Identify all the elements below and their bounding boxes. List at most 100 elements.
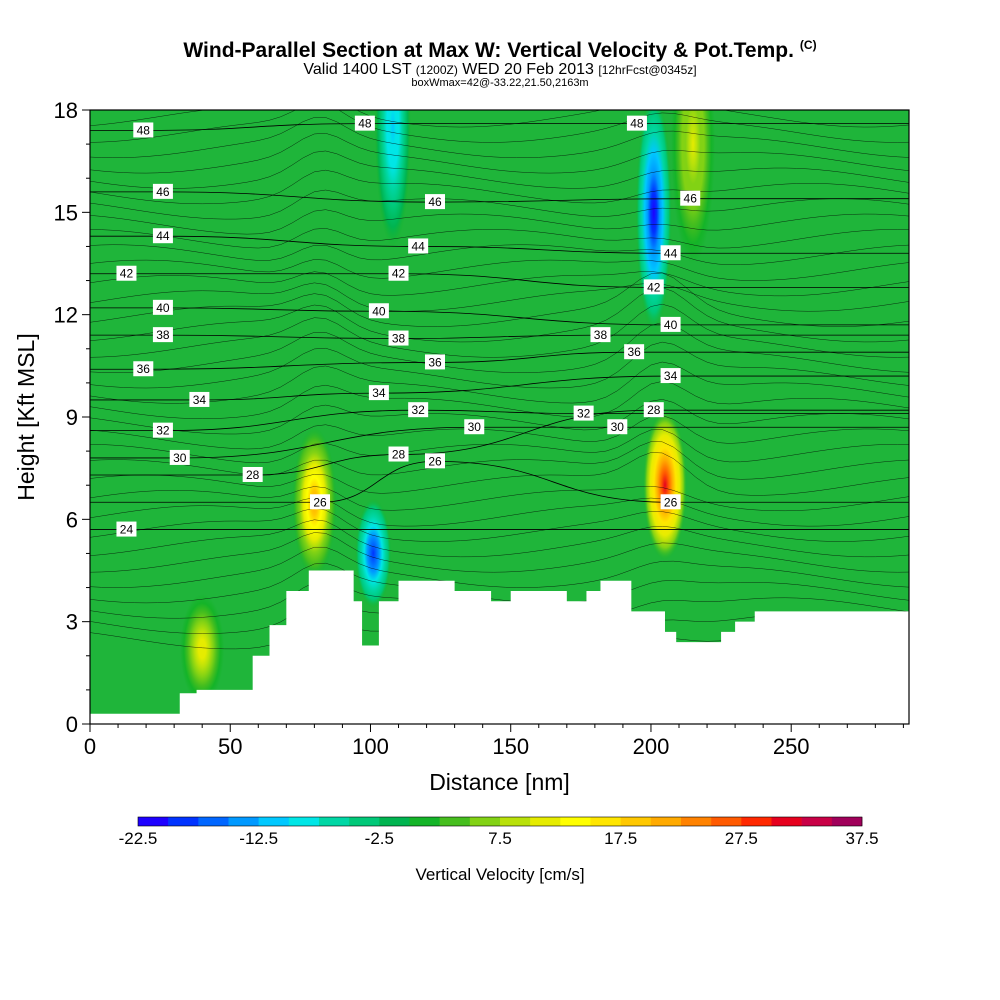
- isentrope-label: 48: [626, 115, 647, 131]
- isentrope-label: 44: [152, 228, 173, 244]
- forecast-info: [12hrFcst@0345z]: [598, 63, 697, 77]
- isentrope-label: 38: [388, 330, 409, 346]
- isentrope-label-text: 30: [468, 420, 482, 434]
- isentrope-label-box: [133, 122, 154, 138]
- isentrope-label-text: 32: [577, 407, 591, 421]
- isentrope-label: 30: [464, 419, 485, 435]
- isentrope-label: 48: [133, 122, 154, 138]
- downdraft-cell: [355, 498, 392, 609]
- colorbar-bin: [681, 817, 712, 826]
- isentrope-line: [90, 497, 909, 527]
- isentrope-label-text: 30: [173, 451, 187, 465]
- isentrope-label-text: 28: [647, 403, 661, 417]
- isentrope-line: [90, 429, 909, 464]
- isentrope-label: 36: [424, 354, 445, 370]
- isentrope-label-text: 26: [313, 495, 327, 509]
- isentrope-label: 32: [573, 405, 594, 421]
- isentrope-label-box: [189, 391, 210, 407]
- y-tick-label: 12: [54, 303, 78, 328]
- isentrope-label-text: 34: [664, 369, 678, 383]
- isentrope-label-text: 40: [372, 304, 386, 318]
- isentrope-label-box: [354, 115, 375, 131]
- isentrope-label-box: [464, 419, 485, 435]
- colorbar-bin: [711, 817, 742, 826]
- colorbar-bin: [439, 817, 471, 826]
- isentrope-line: [90, 399, 909, 435]
- isentrope-label-text: 48: [630, 117, 644, 131]
- isentrope-label: 36: [133, 361, 154, 377]
- isentrope-label-box: [116, 265, 137, 281]
- isentrope-label-box: [660, 245, 681, 261]
- colorbar-tick-label: -12.5: [239, 829, 278, 848]
- isentrope-line: [90, 117, 909, 159]
- colorbar-bin: [409, 817, 440, 826]
- isentrope-label-text: 38: [156, 328, 170, 342]
- isentrope-label-text: 26: [428, 454, 442, 468]
- y-tick-label: 9: [66, 405, 78, 430]
- isentrope-label-box: [424, 194, 445, 210]
- isentrope-label-box: [388, 265, 409, 281]
- y-axis-label: Height [Kft MSL]: [13, 333, 39, 500]
- isentrope-label: 26: [424, 453, 445, 469]
- colorbar-bin: [741, 817, 772, 826]
- colorbar-bin: [500, 817, 531, 826]
- isentrope-label-text: 38: [594, 328, 608, 342]
- y-tick-label: 18: [54, 98, 78, 123]
- updraft-cell: [180, 593, 225, 704]
- isentrope-label: 42: [643, 279, 664, 295]
- isentrope-label-box: [590, 327, 611, 343]
- y-tick-label: 0: [66, 712, 78, 737]
- isentrope-label: 30: [607, 419, 628, 435]
- isentrope-label-text: 48: [137, 123, 151, 137]
- y-tick-label: 15: [54, 200, 78, 225]
- isentrope-label: 38: [152, 327, 173, 343]
- isentrope-label-box: [626, 115, 647, 131]
- isentrope-label-box: [607, 419, 628, 435]
- isentrope-line: [90, 415, 909, 450]
- isentrope-34: [90, 375, 909, 401]
- colorbar-bin: [801, 817, 833, 826]
- isentrope-line: [90, 272, 909, 327]
- x-tick-label: 150: [492, 734, 529, 759]
- valid-date: WED 20 Feb 2013: [462, 61, 594, 78]
- isentrope-label-box: [643, 279, 664, 295]
- x-tick-label: 50: [218, 734, 242, 759]
- isentrope-label-box: [152, 299, 173, 315]
- isentrope-label-box: [408, 238, 429, 254]
- valid-prefix: Valid 1400 LST: [303, 61, 412, 78]
- colorbar-bin: [831, 817, 863, 826]
- isentrope-label-text: 24: [120, 523, 134, 537]
- isentrope-line: [90, 189, 909, 220]
- isentrope-label: 36: [624, 344, 645, 360]
- downdraft-cell: [374, 110, 411, 248]
- isentrope-label-box: [152, 228, 173, 244]
- isentrope-label: 46: [680, 190, 701, 206]
- isentrope-line: [90, 132, 909, 174]
- colorbar-bin: [138, 817, 169, 826]
- chart-subtitle: Valid 1400 LST (1200Z) WED 20 Feb 2013 […: [0, 61, 1000, 79]
- isentrope-label-box: [242, 466, 263, 482]
- isentrope-label-text: 36: [428, 355, 442, 369]
- isentrope-line: [90, 169, 909, 205]
- colorbar-bin: [319, 817, 350, 826]
- isentrope-label-box: [368, 385, 389, 401]
- isentrope-label-text: 38: [392, 332, 406, 346]
- x-axis-label: Distance [nm]: [429, 769, 570, 795]
- isentrope-label: 42: [388, 265, 409, 281]
- isentrope-label-box: [169, 449, 190, 465]
- colorbar-tick-label: -2.5: [365, 829, 394, 848]
- isentrope-label-box: [309, 494, 330, 510]
- chart-title-text: Wind-Parallel Section at Max W: Vertical…: [183, 39, 794, 62]
- colorbar-bin: [379, 817, 410, 826]
- isentrope-line: [90, 244, 909, 265]
- isentrope-label-text: 26: [664, 495, 678, 509]
- isentrope-28: [90, 409, 909, 476]
- colorbar-bin: [469, 817, 501, 826]
- y-tick-label: 6: [66, 507, 78, 532]
- isentrope-label: 28: [242, 466, 263, 482]
- isentrope-label: 24: [116, 521, 137, 537]
- colorbar-tick-label: 17.5: [604, 829, 637, 848]
- isentrope-line: [90, 110, 909, 143]
